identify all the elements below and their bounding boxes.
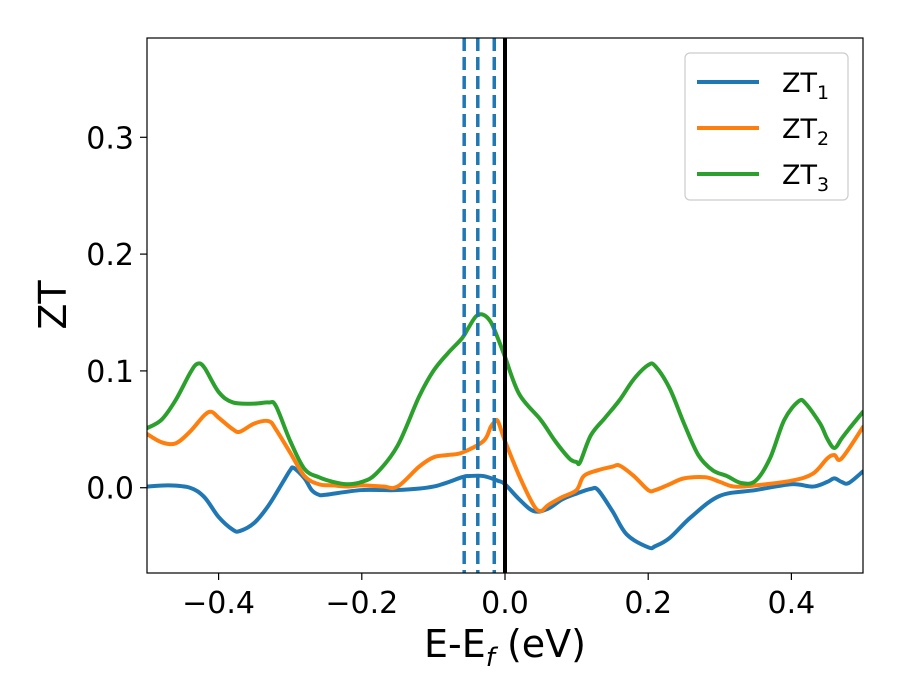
y-tick-label: 0.1 bbox=[86, 355, 134, 390]
x-tick-label: −0.4 bbox=[182, 586, 255, 621]
legend-box bbox=[684, 52, 849, 201]
x-tick-label: 0.2 bbox=[624, 586, 672, 621]
vertical-lines-layer bbox=[462, 38, 507, 573]
x-axis-title-unit: (eV) bbox=[495, 622, 586, 666]
series-line-zt1 bbox=[147, 465, 863, 551]
legend-label-zt2: ZT2 bbox=[782, 114, 829, 150]
series-line-zt3 bbox=[147, 312, 863, 487]
legend-label-zt1: ZT1 bbox=[782, 68, 829, 104]
x-tick-label: 0.4 bbox=[768, 586, 816, 621]
legend: ZT1 ZT2 ZT3 bbox=[684, 52, 849, 201]
x-axis-title-main: E-E bbox=[424, 622, 486, 666]
x-tick-label: 0.0 bbox=[481, 586, 529, 621]
y-tick-label: 0.3 bbox=[86, 121, 134, 156]
x-tick-label: −0.2 bbox=[325, 586, 398, 621]
y-tick-label: 0.2 bbox=[86, 238, 134, 273]
ticks-layer: −0.4 −0.2 0.0 0.2 0.4 0.0 0.1 0.2 0.3 bbox=[86, 121, 815, 621]
y-tick-label: 0.0 bbox=[86, 472, 134, 507]
y-axis-title: ZT bbox=[31, 280, 75, 330]
x-axis-title: E-Ef (eV) bbox=[424, 622, 586, 673]
legend-label-zt3: ZT3 bbox=[782, 160, 829, 196]
